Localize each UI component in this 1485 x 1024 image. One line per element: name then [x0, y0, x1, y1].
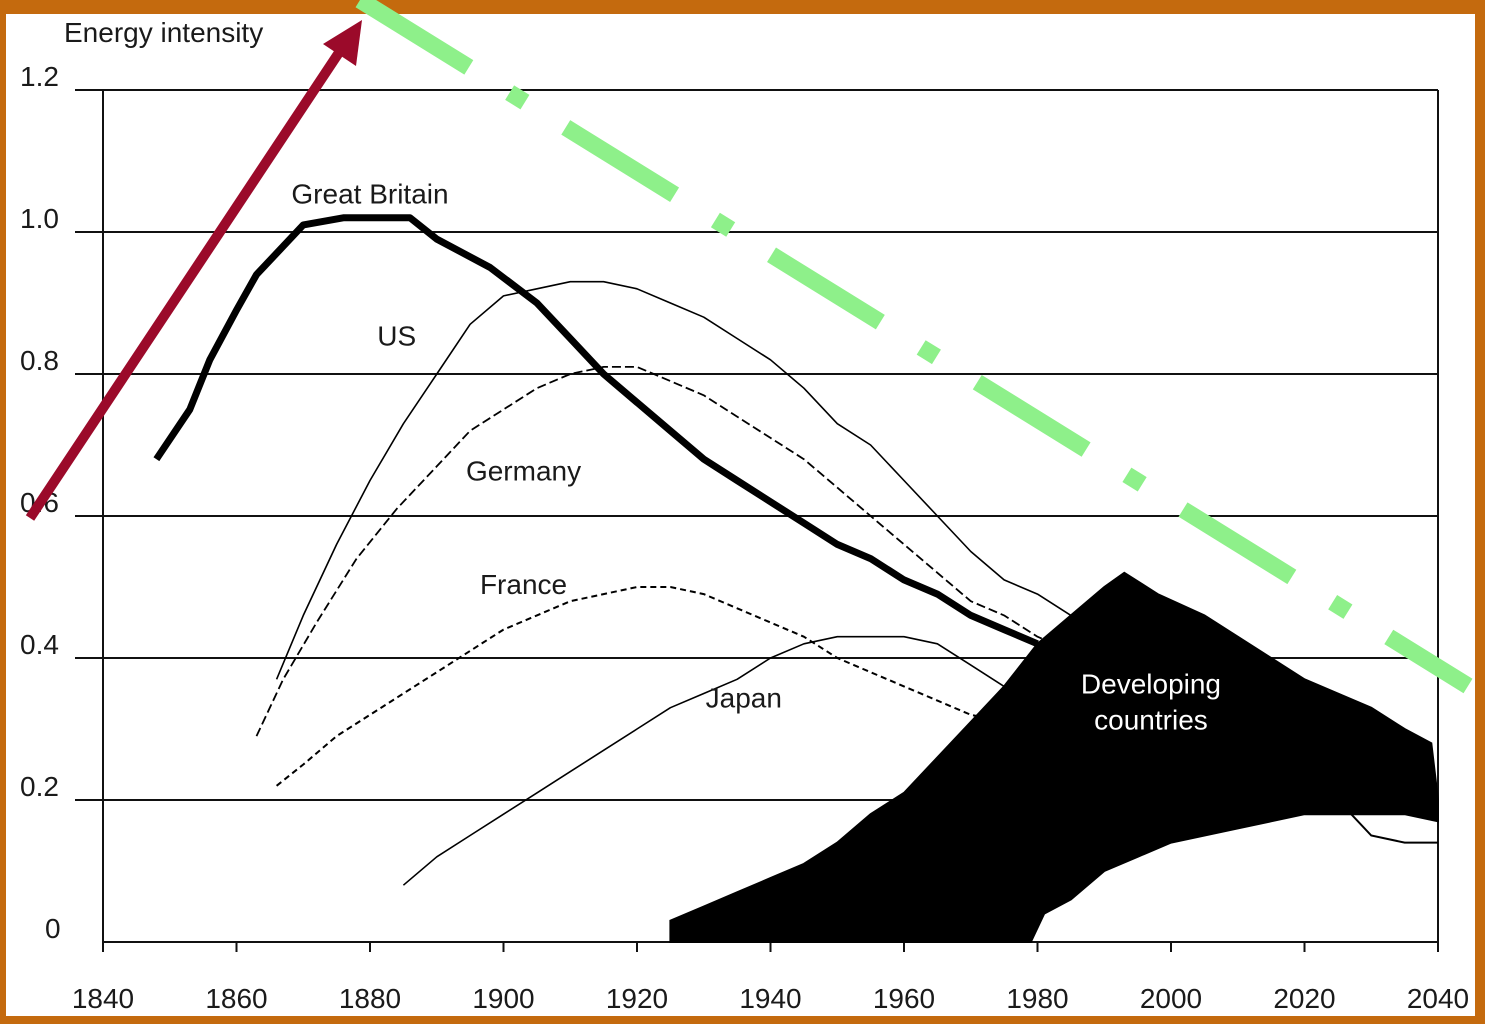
red-arrow-shaft: [30, 48, 342, 518]
x-tick-label: 1940: [739, 983, 801, 1014]
y-axis-title: Energy intensity: [64, 17, 263, 48]
x-tick-label: 2020: [1273, 983, 1335, 1014]
y-tick-label: 1.0: [20, 203, 59, 234]
germany-label: Germany: [466, 456, 581, 487]
x-tick-label: 1860: [205, 983, 267, 1014]
annotation-overlay: [30, 0, 1468, 686]
y-tick-label: 0.2: [20, 771, 59, 802]
x-tick-label: 1980: [1006, 983, 1068, 1014]
x-tick-label: 1900: [472, 983, 534, 1014]
x-tick-label: 1960: [873, 983, 935, 1014]
x-tick-label: 1920: [606, 983, 668, 1014]
us-label: US: [377, 321, 416, 352]
x-tick-label: 1880: [339, 983, 401, 1014]
developing-countries-label: Developing: [1081, 669, 1221, 700]
x-tick-label: 2040: [1407, 983, 1469, 1014]
developing-countries-label: countries: [1094, 705, 1208, 736]
japan-label: Japan: [706, 683, 782, 714]
y-tick-label: 0: [45, 913, 61, 944]
y-tick-label: 0.4: [20, 629, 59, 660]
france-label: France: [480, 569, 567, 600]
france-line: [277, 587, 1005, 786]
x-tick-label: 1840: [72, 983, 134, 1014]
great-britain-label: Great Britain: [291, 179, 448, 210]
y-tick-label: 0.8: [20, 345, 59, 376]
y-tick-label: 1.2: [20, 61, 59, 92]
x-tick-label: 2000: [1140, 983, 1202, 1014]
series-labels: Great Britain US Germany France Japan: [291, 179, 782, 714]
